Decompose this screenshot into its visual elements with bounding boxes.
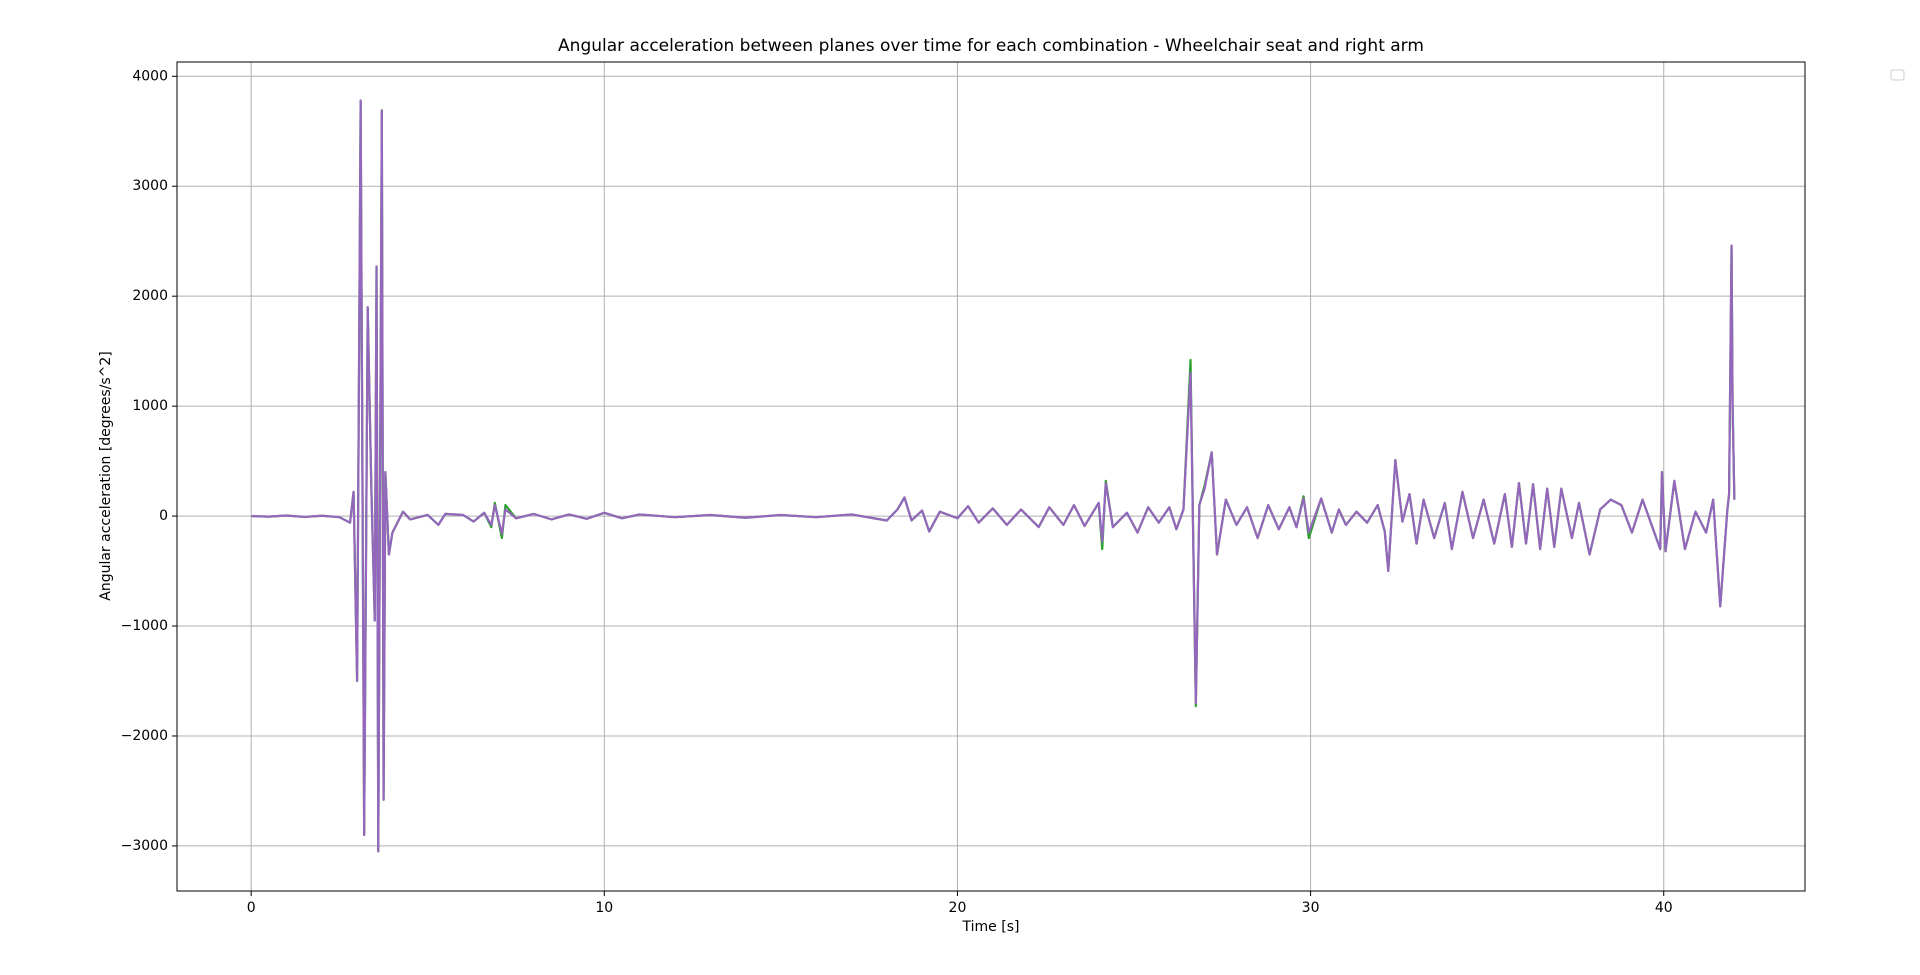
y-tick-label: 0 [159, 508, 168, 524]
x-tick-label: 40 [1655, 900, 1673, 916]
series-line [251, 99, 1736, 853]
x-tick-label: 20 [949, 900, 967, 916]
plot-frame [176, 61, 1806, 892]
x-tick-label: 10 [595, 900, 613, 916]
legend-box [1890, 69, 1905, 81]
y-tick-label: 1000 [132, 398, 168, 414]
y-tick-label: 4000 [132, 68, 168, 84]
y-tick-label: 2000 [132, 288, 168, 304]
x-tick-label: 0 [247, 900, 256, 916]
y-tick-label: −3000 [121, 838, 168, 854]
y-tick-label: −2000 [121, 728, 168, 744]
y-tick-label: 3000 [132, 178, 168, 194]
y-axis-label: Angular acceleration [degrees/s^2] [98, 351, 114, 601]
x-axis-label: Time [s] [962, 919, 1020, 935]
y-tick-label: −1000 [121, 618, 168, 634]
series-line [251, 99, 1736, 853]
x-tick-label: 30 [1302, 900, 1320, 916]
chart-title: Angular acceleration between planes over… [558, 36, 1424, 56]
